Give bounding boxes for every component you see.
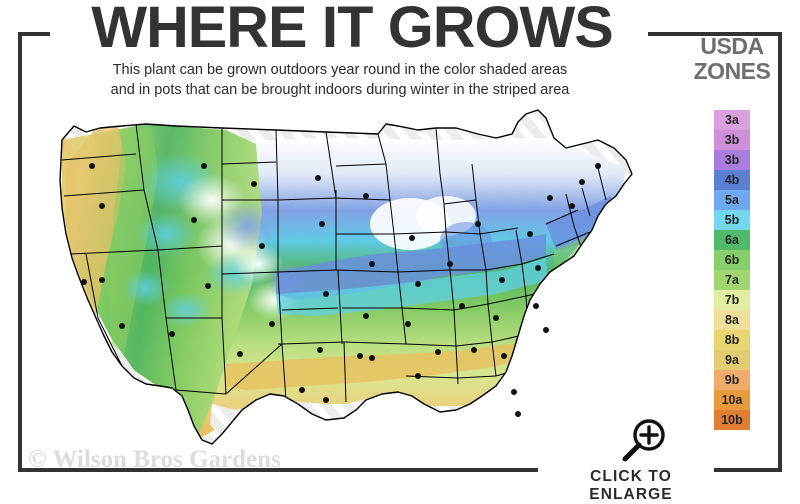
legend-swatch-7a: 7a xyxy=(714,270,750,290)
legend-swatch-6b: 6b xyxy=(714,250,750,270)
frame-border-bottom-left xyxy=(18,468,538,472)
magnifier-plus-icon[interactable] xyxy=(618,416,670,464)
legend-swatch-9a: 9a xyxy=(714,350,750,370)
frame-border-bottom-right xyxy=(714,468,782,472)
legend-swatch-8a: 8a xyxy=(714,310,750,330)
page-title: WHERE IT GROWS xyxy=(91,0,613,60)
legend-swatch-3b-upper: 3b xyxy=(714,130,750,150)
legend-swatch-5b: 5b xyxy=(714,210,750,230)
city-dots xyxy=(81,163,601,417)
map-zone-color-layer xyxy=(62,124,626,440)
usda-zone-map[interactable] xyxy=(26,104,666,454)
subtitle-description: This plant can be grown outdoors year ro… xyxy=(110,62,570,98)
frame-border-left xyxy=(18,32,22,472)
legend-swatch-9b: 9b xyxy=(714,370,750,390)
watermark-credit: © Wilson Bros Gardens xyxy=(28,446,281,473)
map-container[interactable] xyxy=(26,104,666,454)
legend-swatch-7b: 7b xyxy=(714,290,750,310)
legend-swatch-3a: 3a xyxy=(714,110,750,130)
legend-swatch-5a: 5a xyxy=(714,190,750,210)
click-to-enlarge-label[interactable]: CLICK TO ENLARGE xyxy=(589,468,673,503)
legend-swatch-8b: 8b xyxy=(714,330,750,350)
legend-swatch-10b: 10b xyxy=(714,410,750,430)
usa-outline xyxy=(59,109,633,445)
frame-border-right xyxy=(778,32,782,472)
frame-border-top-right xyxy=(648,32,782,36)
legend-swatch-10a: 10a xyxy=(714,390,750,410)
legend-swatch-3b-lower: 3b xyxy=(714,150,750,170)
usda-zone-legend: 3a 3b 3b 4b 5a 5b 6a 6b 7a 7b 8a 8b 9a 9b 10a 10b xyxy=(714,110,750,430)
legend-swatch-4b: 4b xyxy=(714,170,750,190)
legend-heading: USDA ZONES xyxy=(693,33,771,84)
legend-swatch-6a: 6a xyxy=(714,230,750,250)
frame-border-top-left xyxy=(18,32,50,36)
